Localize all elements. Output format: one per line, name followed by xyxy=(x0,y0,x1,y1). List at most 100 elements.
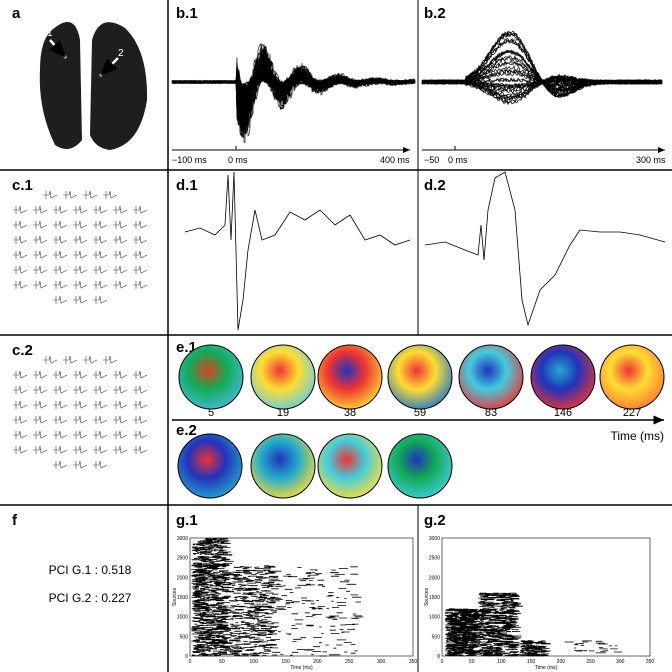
electrode-trace xyxy=(113,385,128,394)
panel-label: c.1 xyxy=(12,177,33,194)
electrode-trace xyxy=(133,445,148,454)
electrode-trace xyxy=(53,460,68,469)
trace xyxy=(184,171,411,331)
electrode-trace xyxy=(103,190,118,199)
axes-frame xyxy=(189,537,414,657)
electrode-trace xyxy=(13,430,28,439)
electrode-trace xyxy=(73,430,88,439)
trace xyxy=(421,54,663,92)
trace xyxy=(171,46,416,138)
topomap xyxy=(317,344,383,410)
electrode-trace xyxy=(13,250,28,259)
trace xyxy=(171,68,416,105)
trace xyxy=(171,58,416,119)
axis-label: 300 ms xyxy=(636,155,666,165)
x-tick-label: 50 xyxy=(219,659,225,665)
panel-label: e.2 xyxy=(176,422,197,439)
panel-label: g.2 xyxy=(424,512,446,529)
electrode-trace xyxy=(53,400,68,409)
electrode-trace xyxy=(73,415,88,424)
electrode-trace xyxy=(113,400,128,409)
trace xyxy=(421,50,663,93)
electrode-trace xyxy=(93,250,108,259)
trace xyxy=(171,45,416,144)
topomap xyxy=(387,344,453,410)
panel-label: d.1 xyxy=(176,177,198,194)
electrode-trace xyxy=(63,190,78,199)
electrode-trace xyxy=(33,400,48,409)
electrode-trace xyxy=(53,295,68,304)
electrode-trace xyxy=(93,400,108,409)
electrode-trace xyxy=(73,235,88,244)
electrode-trace xyxy=(133,385,148,394)
electrode-trace xyxy=(113,235,128,244)
electrode-trace xyxy=(53,430,68,439)
trace xyxy=(421,31,663,98)
trace xyxy=(421,50,663,93)
electrode-trace xyxy=(113,220,128,229)
x-tick-label: 300 xyxy=(616,659,625,665)
electrode-trace xyxy=(73,385,88,394)
electrode-trace xyxy=(83,190,98,199)
electrode-trace xyxy=(33,250,48,259)
electrode-trace xyxy=(43,355,58,364)
x-tick-label: 0 xyxy=(189,659,192,665)
electrode-trace xyxy=(73,220,88,229)
electrode-trace xyxy=(33,205,48,214)
electrode-trace xyxy=(33,430,48,439)
electrode-trace xyxy=(133,235,148,244)
trace xyxy=(421,74,663,101)
panel-label: b.1 xyxy=(176,5,198,22)
electrode-trace xyxy=(133,250,148,259)
x-tick-label: 200 xyxy=(557,659,566,665)
panel-label: c.2 xyxy=(12,342,33,359)
electrode-trace xyxy=(73,370,88,379)
topomap xyxy=(177,433,243,499)
trace xyxy=(424,171,666,327)
y-tick-label: 1500 xyxy=(177,595,188,601)
topomap xyxy=(458,344,524,410)
raster xyxy=(445,592,622,657)
electrode-trace xyxy=(53,205,68,214)
electrode-trace xyxy=(33,370,48,379)
axis-label: 0 ms xyxy=(448,155,468,165)
electrode-trace xyxy=(73,295,88,304)
electrode-trace xyxy=(113,445,128,454)
electrode-trace xyxy=(93,430,108,439)
x-tick-label: 250 xyxy=(345,659,354,665)
electrode-trace xyxy=(53,220,68,229)
topomap xyxy=(250,433,316,499)
electrode-trace xyxy=(73,265,88,274)
y-tick-label: 2500 xyxy=(429,556,440,562)
electrode-trace xyxy=(33,280,48,289)
electrode-trace xyxy=(133,415,148,424)
axis-label: −50 xyxy=(424,155,439,165)
trace xyxy=(421,57,663,92)
x-tick-label: 100 xyxy=(250,659,259,665)
electrode-trace xyxy=(13,445,28,454)
electrode-trace xyxy=(73,445,88,454)
pci-text: PCI G.1 : 0.518 xyxy=(49,563,132,577)
topomap xyxy=(599,344,665,410)
electrode-trace xyxy=(13,280,28,289)
trace xyxy=(171,51,416,132)
time-label: 38 xyxy=(344,407,356,419)
electrode-trace xyxy=(13,235,28,244)
y-tick-label: 1500 xyxy=(429,595,440,601)
x-tick-label: 150 xyxy=(281,659,290,665)
electrode-trace xyxy=(93,460,108,469)
trace xyxy=(421,30,663,98)
trace xyxy=(171,43,416,138)
trace xyxy=(171,53,416,121)
electrode-trace xyxy=(13,415,28,424)
topomap xyxy=(530,344,596,410)
electrode-trace xyxy=(13,265,28,274)
y-tick-label: 2000 xyxy=(177,575,188,581)
panel-label: f xyxy=(12,512,18,529)
electrode-trace xyxy=(53,235,68,244)
electrode-trace xyxy=(33,445,48,454)
trace xyxy=(171,53,416,124)
trace xyxy=(171,58,416,117)
trace xyxy=(171,48,416,139)
